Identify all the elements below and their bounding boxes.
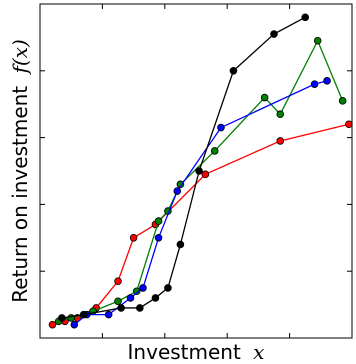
data-point bbox=[129, 234, 138, 242]
x-axis-label-var: x bbox=[253, 340, 264, 364]
data-point bbox=[114, 277, 122, 286]
data-point bbox=[114, 297, 122, 306]
data-point bbox=[173, 187, 182, 195]
data-point bbox=[217, 123, 225, 132]
data-point bbox=[164, 284, 172, 292]
x-axis-label: Investment x bbox=[128, 340, 265, 364]
data-point bbox=[104, 310, 113, 319]
data-point bbox=[276, 110, 285, 119]
data-point bbox=[260, 93, 269, 102]
series-line bbox=[61, 16, 306, 319]
plot-area bbox=[48, 13, 353, 329]
series-3 bbox=[70, 77, 331, 329]
data-point bbox=[201, 170, 210, 179]
y-axis-label-text: Return on investment bbox=[8, 86, 32, 303]
data-point bbox=[136, 304, 144, 312]
x-axis-label-text: Investment bbox=[128, 340, 241, 364]
series-line bbox=[73, 80, 328, 326]
data-point bbox=[229, 67, 238, 75]
axis-ticks bbox=[39, 3, 353, 339]
data-point bbox=[132, 287, 141, 296]
data-point bbox=[176, 240, 185, 249]
y-axis-label: Return on investment f(x) bbox=[8, 39, 32, 303]
data-point bbox=[79, 310, 88, 319]
data-point bbox=[313, 36, 322, 45]
data-point bbox=[70, 320, 79, 329]
data-point bbox=[276, 137, 285, 145]
data-point bbox=[151, 294, 160, 302]
series-1 bbox=[48, 120, 353, 329]
series-line bbox=[52, 123, 350, 326]
data-point bbox=[154, 234, 163, 242]
y-axis-label-var: f(x) bbox=[8, 39, 32, 75]
data-point bbox=[195, 167, 203, 175]
data-point bbox=[154, 217, 163, 225]
data-point bbox=[176, 180, 185, 189]
data-point bbox=[310, 80, 319, 88]
data-point bbox=[338, 97, 347, 105]
data-point bbox=[323, 77, 331, 85]
series-line bbox=[58, 39, 344, 322]
data-point bbox=[210, 147, 219, 155]
series-4 bbox=[58, 13, 310, 322]
data-point bbox=[48, 320, 57, 329]
data-point bbox=[270, 30, 278, 38]
data-point bbox=[301, 13, 310, 22]
data-point bbox=[117, 304, 125, 312]
data-point bbox=[345, 120, 353, 129]
data-point bbox=[139, 284, 147, 292]
data-point bbox=[58, 314, 66, 322]
series-2 bbox=[54, 36, 347, 326]
plot-frame bbox=[39, 3, 353, 339]
data-point bbox=[126, 294, 135, 302]
